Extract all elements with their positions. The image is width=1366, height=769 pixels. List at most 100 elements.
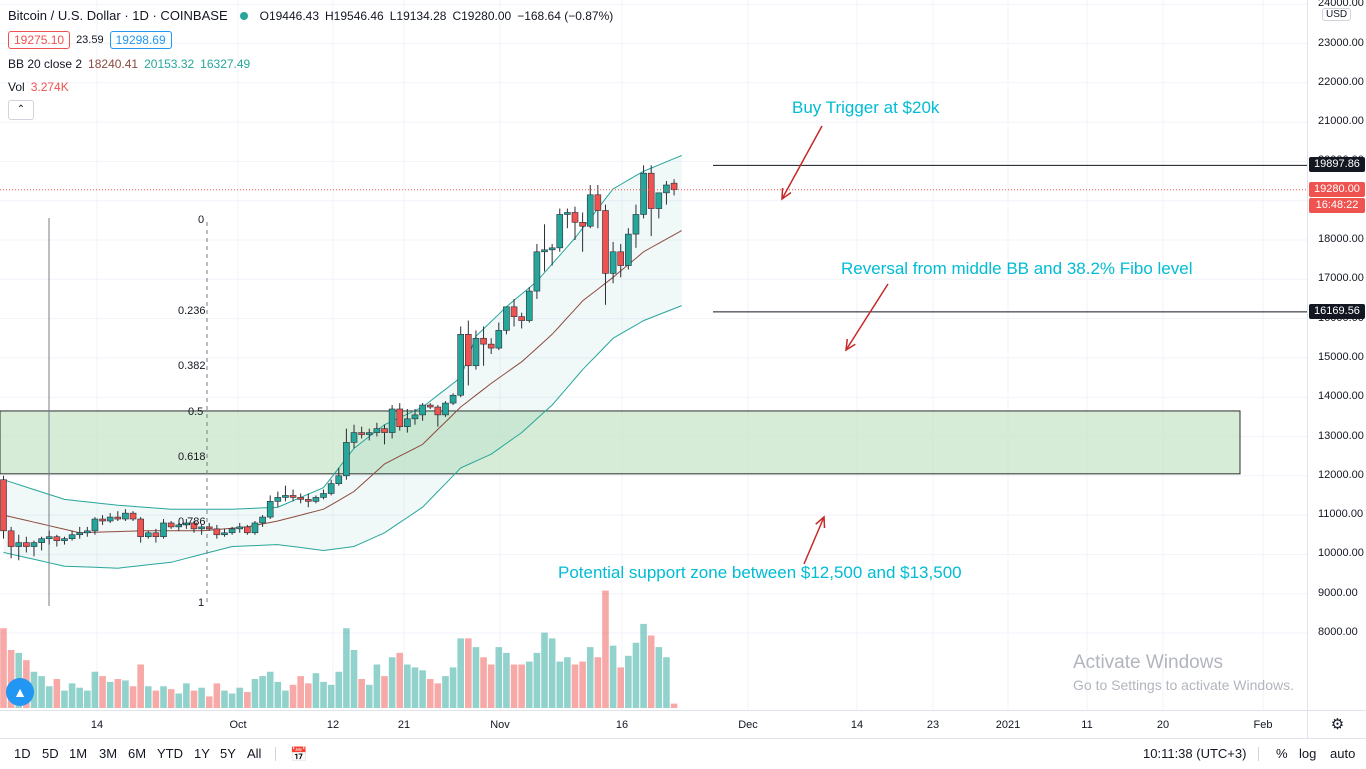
- candle: [525, 287, 533, 323]
- candle: [586, 184, 594, 229]
- log-scale-toggle[interactable]: log: [1299, 746, 1317, 761]
- candle: [114, 511, 122, 521]
- ohlc-high: H19546.46: [325, 8, 384, 23]
- candle-body: [23, 542, 30, 547]
- candle: [289, 489, 297, 502]
- bb-upper-line: [3, 155, 682, 510]
- candle: [304, 493, 312, 508]
- annotation-buy-trigger[interactable]: Buy Trigger at $20k: [792, 98, 940, 117]
- price-axis[interactable]: 25000.0024000.0023000.0022000.0021000.00…: [1307, 0, 1366, 710]
- candle-body: [525, 290, 533, 321]
- candle-body: [190, 522, 198, 530]
- timeframe-1m[interactable]: 1M: [69, 746, 88, 761]
- volume-bar: [305, 683, 312, 708]
- candle: [358, 426, 365, 439]
- candles: [0, 165, 678, 561]
- bb-label: BB 20 close 2: [8, 57, 83, 71]
- price-tick-label: 22000.00: [1318, 75, 1364, 88]
- annotation-reversal[interactable]: Reversal from middle BB and 38.2% Fibo l…: [841, 259, 1193, 278]
- candle-body: [274, 497, 282, 502]
- candle-body: [518, 316, 525, 321]
- candle-body: [228, 528, 236, 534]
- chart-plot-area[interactable]: Bitcoin / U.S. Dollar · 1D · COINBASE O1…: [0, 0, 1307, 710]
- candle-body: [175, 524, 183, 528]
- clock-timezone[interactable]: 10:11:38 (UTC+3): [1143, 746, 1247, 761]
- currency-badge[interactable]: USD: [1322, 8, 1352, 21]
- candle-body: [388, 408, 396, 433]
- volume-legend-row[interactable]: Vol 3.274K: [8, 80, 69, 94]
- arrow-head: [781, 187, 792, 201]
- candle: [381, 424, 388, 445]
- time-axis[interactable]: 14 Oct 12 21 Nov 16 Dec 14 23 2021 11 20 Feb: [0, 710, 1307, 739]
- goto-date-icon[interactable]: 📅: [290, 746, 308, 762]
- price-tick-label: 15000.00: [1318, 350, 1364, 363]
- volume-bar: [7, 650, 15, 708]
- candle-body: [602, 210, 609, 274]
- ohlc-open: O19446.43: [259, 8, 320, 23]
- price-tick-label: 14000.00: [1318, 390, 1364, 403]
- volume-bar: [609, 645, 617, 708]
- candle: [175, 522, 183, 531]
- spread-value: 23.59: [76, 34, 104, 46]
- volume-bar: [236, 687, 244, 708]
- bb-legend-row[interactable]: BB 20 close 2 18240.41 20153.32 16327.49: [8, 57, 250, 71]
- candle-body: [282, 495, 289, 498]
- volume-bar: [350, 650, 358, 708]
- timeframe-all[interactable]: All: [247, 746, 262, 761]
- volume-bar: [228, 693, 236, 708]
- timeframe-6m[interactable]: 6M: [128, 746, 147, 761]
- timeframe-ytd[interactable]: YTD: [157, 746, 183, 761]
- volume-bar: [487, 664, 495, 708]
- candle: [571, 206, 579, 240]
- candle: [30, 540, 38, 557]
- candle-body: [655, 192, 663, 209]
- time-tick-label: 14: [90, 719, 104, 731]
- candle: [7, 526, 15, 559]
- grid-lines: [0, 0, 1307, 710]
- volume-bar: [152, 690, 160, 708]
- annotation-support[interactable]: Potential support zone between $12,500 a…: [558, 563, 962, 582]
- candle-body: [396, 408, 404, 427]
- windows-watermark-subtitle: Go to Settings to activate Windows.: [1073, 677, 1294, 693]
- symbol-title[interactable]: Bitcoin / U.S. Dollar · 1D · COINBASE: [8, 8, 228, 23]
- candle-body: [129, 512, 137, 520]
- candle-body: [465, 334, 472, 367]
- price-chart[interactable]: [0, 0, 1307, 710]
- candle: [373, 422, 381, 437]
- candle: [38, 536, 45, 551]
- volume-bar: [137, 664, 144, 708]
- volume-bar: [419, 670, 426, 708]
- ask-price[interactable]: 19298.69: [109, 31, 172, 49]
- tradingview-logo[interactable]: ▲: [6, 678, 34, 706]
- volume-bars: [0, 590, 678, 708]
- timeframe-3m[interactable]: 3M: [99, 746, 118, 761]
- bid-price[interactable]: 19275.10: [8, 31, 71, 49]
- collapse-legend-button[interactable]: ⌃: [8, 100, 34, 120]
- candle: [472, 330, 480, 370]
- candle: [84, 526, 91, 537]
- time-tick-label: 2021: [995, 719, 1021, 731]
- volume-bar: [663, 657, 670, 708]
- candle-body: [244, 526, 251, 534]
- candle-body: [320, 493, 327, 498]
- volume-bar: [244, 692, 251, 708]
- eye-icon[interactable]: [239, 11, 248, 20]
- bb-upper-value: 20153.32: [144, 57, 195, 71]
- candle-body: [381, 428, 388, 433]
- auto-scale-toggle[interactable]: auto: [1330, 746, 1356, 761]
- candle-body: [137, 518, 144, 538]
- timeframe-5y[interactable]: 5Y: [220, 746, 236, 761]
- fib-label-1: 1: [198, 597, 205, 609]
- candle-body: [358, 432, 365, 435]
- candle-body: [259, 516, 266, 524]
- volume-bar: [640, 623, 647, 708]
- volume-bar: [571, 664, 579, 708]
- candle-body: [533, 251, 541, 292]
- chart-settings-button[interactable]: ⚙: [1307, 710, 1366, 739]
- timeframe-1y[interactable]: 1Y: [194, 746, 210, 761]
- timeframe-1d[interactable]: 1D: [14, 746, 31, 761]
- time-tick-label: 21: [397, 719, 411, 731]
- percent-scale-toggle[interactable]: %: [1276, 746, 1288, 761]
- volume-bar: [327, 684, 335, 708]
- timeframe-5d[interactable]: 5D: [42, 746, 59, 761]
